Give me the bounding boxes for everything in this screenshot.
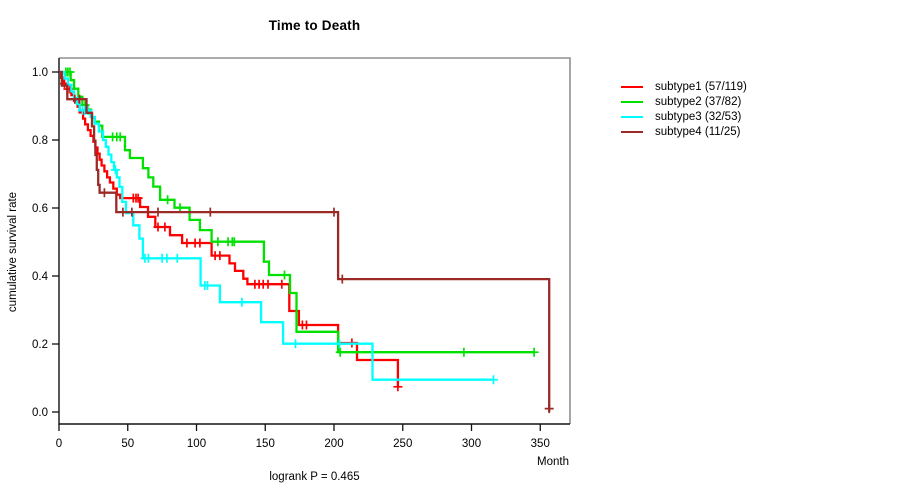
censor-mark [335, 347, 345, 357]
y-axis-tick-label: 0.2 [32, 339, 48, 351]
y-axis-tick-label: 0.8 [32, 135, 48, 147]
censor-mark [489, 375, 498, 385]
y-axis-tick-label: 0.0 [32, 407, 48, 419]
legend-row: subtype3 (32/53) [621, 109, 747, 124]
censor-mark [172, 253, 182, 263]
x-axis-tick-label: 200 [324, 438, 343, 450]
censor-mark [215, 251, 225, 261]
legend-row: subtype4 (11/25) [621, 124, 747, 139]
censor-mark [529, 347, 539, 357]
censor-mark [213, 237, 223, 247]
censor-mark [143, 253, 153, 263]
censor-mark [75, 94, 85, 104]
chart-title: Time to Death [268, 18, 361, 33]
censor-mark [203, 281, 212, 290]
censor-mark [302, 320, 311, 330]
legend-line-swatch [621, 115, 643, 118]
legend-row: subtype1 (57/119) [621, 79, 747, 94]
legend-label: subtype3 (32/53) [655, 110, 742, 123]
censor-mark [127, 207, 137, 217]
logrank-p-value: logrank P = 0.465 [269, 471, 360, 483]
y-axis-tick-label: 1.0 [32, 67, 48, 79]
survival-curve-4 [59, 70, 551, 412]
y-axis-tick-label: 0.6 [32, 203, 48, 215]
legend-line-swatch [621, 100, 643, 103]
censor-mark [118, 207, 128, 217]
x-axis-tick-label: 0 [56, 438, 62, 450]
legend-row: subtype2 (37/82) [621, 94, 747, 109]
legend-label: subtype2 (37/82) [655, 95, 742, 108]
censor-mark [280, 270, 289, 280]
x-axis-tick-label: 250 [393, 438, 412, 450]
censor-mark [335, 339, 344, 349]
censor-mark [182, 238, 192, 248]
censor-mark [544, 404, 554, 414]
censor-mark [459, 347, 469, 357]
legend-line-swatch [621, 85, 643, 88]
survival-curve-1 [59, 70, 400, 387]
censor-mark [160, 222, 170, 232]
censor-mark [115, 132, 125, 142]
censor-mark [393, 382, 403, 392]
censor-mark [133, 193, 143, 203]
legend: subtype1 (57/119) subtype2 (37/82) subty… [621, 79, 747, 139]
x-axis-tick-label: 150 [256, 438, 275, 450]
censor-mark [229, 237, 239, 247]
censor-mark [175, 203, 185, 213]
survival-curve-3 [59, 70, 494, 381]
censor-mark [162, 253, 172, 263]
censor-mark [195, 238, 205, 248]
x-axis-tick-label: 50 [121, 438, 134, 450]
censor-mark [329, 207, 339, 217]
x-axis-tick-label: 350 [531, 438, 550, 450]
legend-label: subtype4 (11/25) [655, 125, 741, 138]
y-axis-tick-label: 0.4 [32, 271, 49, 283]
axis-lines [58, 58, 570, 425]
y-axis-label: cumulative survival rate [7, 191, 19, 313]
censor-mark [163, 195, 173, 205]
censor-mark [65, 67, 75, 77]
x-axis-label: Month [537, 456, 569, 468]
censor-mark [263, 279, 273, 289]
x-axis-tick-label: 300 [462, 438, 481, 450]
censor-mark [291, 339, 300, 349]
plot-box [59, 57, 571, 424]
censor-mark [237, 297, 247, 307]
censor-mark [99, 188, 109, 198]
legend-line-swatch [621, 130, 643, 133]
censor-mark [337, 274, 347, 284]
censor-mark [110, 165, 120, 175]
censor-mark [205, 207, 215, 217]
x-axis-tick-label: 100 [187, 438, 206, 450]
legend-label: subtype1 (57/119) [655, 80, 747, 93]
censor-mark [153, 207, 163, 217]
censor-mark [277, 279, 287, 289]
